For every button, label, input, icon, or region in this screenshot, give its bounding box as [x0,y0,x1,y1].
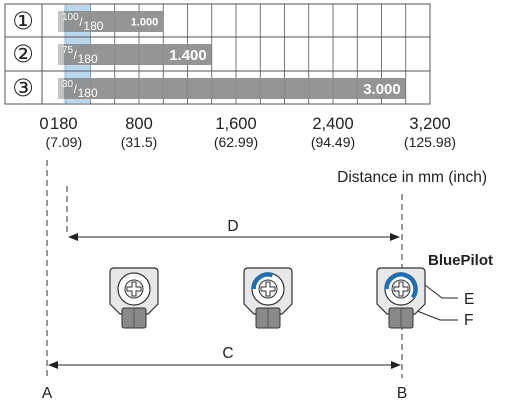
tick-inch-label: (94.49) [311,134,355,150]
bar-fraction-slash: / [74,82,78,96]
label-b: B [397,385,407,402]
tick-inch-label: (62.99) [214,134,258,150]
bar-fraction-slash: / [79,15,83,29]
bar-fraction-top: 100 [62,12,79,23]
bar-fraction-bottom: 180 [78,52,98,66]
tick-label: 2,400 [312,115,353,133]
bluepilot-label: BluePilot [428,252,493,269]
bar-fraction-slash: / [74,48,78,62]
dimension-d: D [68,218,400,241]
potentiometer-icon [109,267,159,329]
bar-value-label: 3.000 [363,81,401,98]
potentiometer-icon [243,267,293,329]
potentiometer-icon [376,267,426,329]
tick-label: 1,600 [215,115,256,133]
bluepilot-ring [384,272,418,299]
bar-value-label: 1.400 [169,47,207,64]
bar-value-label: 1.000 [131,16,159,28]
row-marker: ③ [12,74,34,102]
bar-offset [58,11,64,32]
bar-fraction-bottom: 180 [78,86,98,100]
row-marker: ② [12,40,34,68]
range-bar [63,11,164,32]
tick-inch-label: (31.5) [121,134,158,150]
x-axis: 0 180(7.09) 800(31.5) 1,600(62.99) 2,400(94.… [39,115,456,150]
row-marker: ① [12,7,34,35]
tick-label: 800 [125,115,153,133]
range-bar [63,44,212,65]
bar-offset [58,78,64,99]
axis-title: Distance in mm (inch) [337,169,487,186]
tick-inch-label: (7.09) [46,134,83,150]
tick-inch-label: (125.98) [404,134,456,150]
tick-label: 3,200 [409,115,450,133]
label-c: C [222,345,233,362]
tick-label: 0 [39,115,48,133]
label-a: A [42,385,53,402]
bar-fraction-top: 30 [62,79,74,90]
label-d: D [227,218,238,235]
label-e: E [464,291,474,308]
bar-fraction-bottom: 180 [83,19,103,33]
dimension-c: C [48,345,401,369]
bar-fraction-top: 75 [62,45,74,56]
bluepilot-ring [251,272,274,290]
tick-label: 180 [50,115,78,133]
leader-e [424,284,458,299]
bar-offset [58,44,64,65]
label-f: F [464,312,473,329]
range-bar [63,78,406,99]
